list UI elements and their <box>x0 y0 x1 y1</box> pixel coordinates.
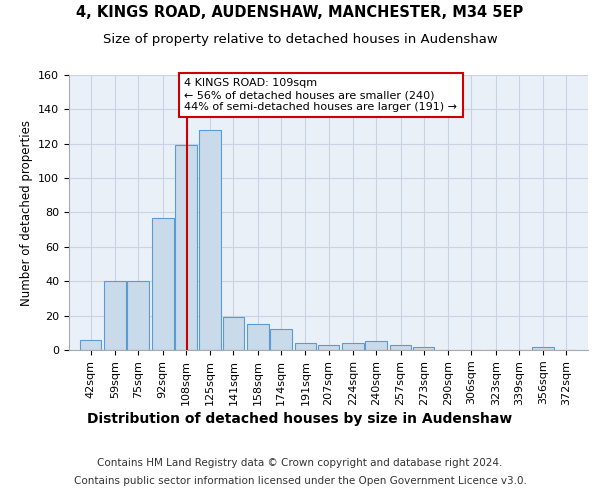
Text: Contains HM Land Registry data © Crown copyright and database right 2024.: Contains HM Land Registry data © Crown c… <box>97 458 503 468</box>
Bar <box>413 346 434 350</box>
Bar <box>532 346 554 350</box>
Bar <box>104 281 126 350</box>
Bar <box>390 345 412 350</box>
Bar <box>342 343 364 350</box>
Bar <box>152 218 173 350</box>
Bar <box>295 343 316 350</box>
Bar <box>247 324 269 350</box>
Bar <box>365 342 387 350</box>
Bar <box>127 281 149 350</box>
Bar <box>223 318 244 350</box>
Text: 4, KINGS ROAD, AUDENSHAW, MANCHESTER, M34 5EP: 4, KINGS ROAD, AUDENSHAW, MANCHESTER, M3… <box>76 5 524 20</box>
Bar <box>175 146 197 350</box>
Y-axis label: Number of detached properties: Number of detached properties <box>20 120 32 306</box>
Bar <box>270 330 292 350</box>
Text: Size of property relative to detached houses in Audenshaw: Size of property relative to detached ho… <box>103 32 497 46</box>
Text: Contains public sector information licensed under the Open Government Licence v3: Contains public sector information licen… <box>74 476 526 486</box>
Text: Distribution of detached houses by size in Audenshaw: Distribution of detached houses by size … <box>88 412 512 426</box>
Bar <box>199 130 221 350</box>
Text: 4 KINGS ROAD: 109sqm
← 56% of detached houses are smaller (240)
44% of semi-deta: 4 KINGS ROAD: 109sqm ← 56% of detached h… <box>184 78 457 112</box>
Bar <box>80 340 101 350</box>
Bar <box>317 345 340 350</box>
